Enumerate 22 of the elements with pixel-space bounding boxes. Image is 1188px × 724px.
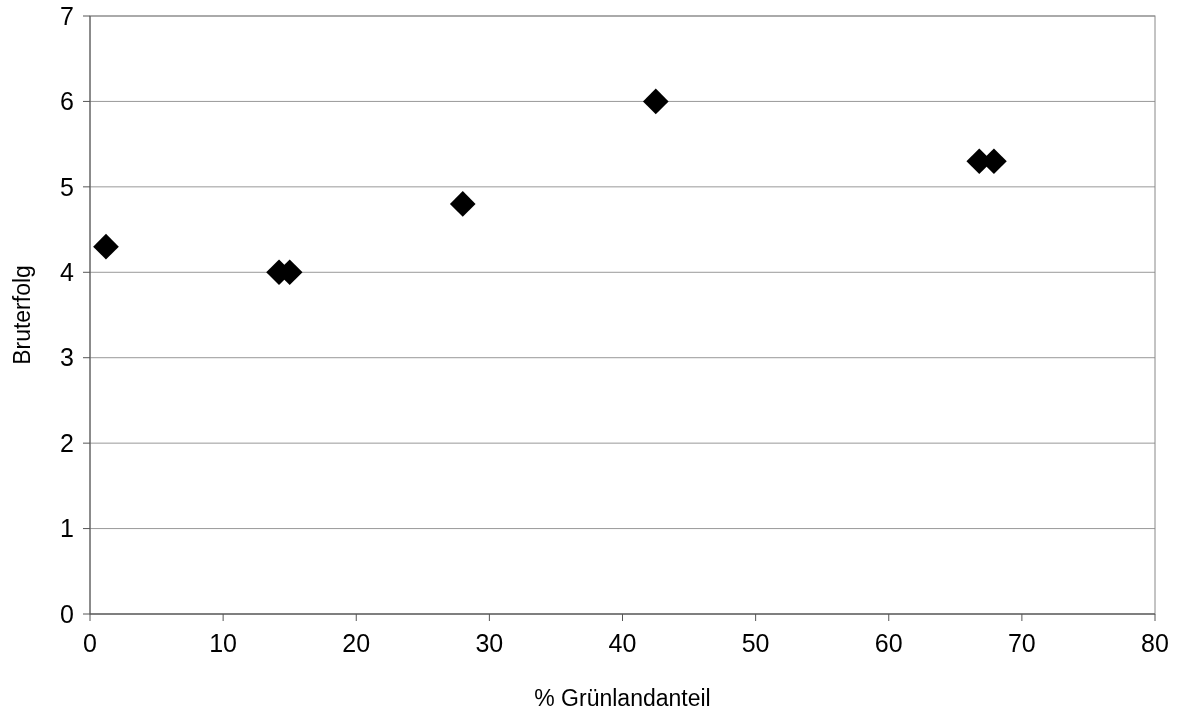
point xyxy=(93,233,119,260)
y-tick-label: 1 xyxy=(60,514,74,543)
x-tick-label: 60 xyxy=(874,629,903,657)
x-tick-label: 40 xyxy=(608,629,637,657)
y-tick-label: 6 xyxy=(60,87,74,116)
y-axis-title: Bruterfolg xyxy=(9,265,35,365)
x-tick-label: 50 xyxy=(741,629,770,657)
y-tick-label: 7 xyxy=(60,1,74,30)
y-tick-label: 5 xyxy=(60,172,74,201)
y-tick-label: 3 xyxy=(60,343,74,372)
point xyxy=(642,88,669,115)
x-tick-label: 30 xyxy=(475,629,504,657)
y-tick-label: 0 xyxy=(60,599,74,628)
x-tick-label: 10 xyxy=(209,629,238,657)
x-tick-label: 70 xyxy=(1007,629,1036,657)
x-tick-label: 20 xyxy=(342,629,371,657)
y-tick-label: 2 xyxy=(60,428,74,457)
point xyxy=(449,191,476,217)
y-tick-label: 4 xyxy=(60,258,75,287)
x-tick-label: 0 xyxy=(83,629,97,657)
x-axis-title: % Grünlandanteil xyxy=(534,685,711,711)
x-tick-label: 80 xyxy=(1141,629,1169,657)
